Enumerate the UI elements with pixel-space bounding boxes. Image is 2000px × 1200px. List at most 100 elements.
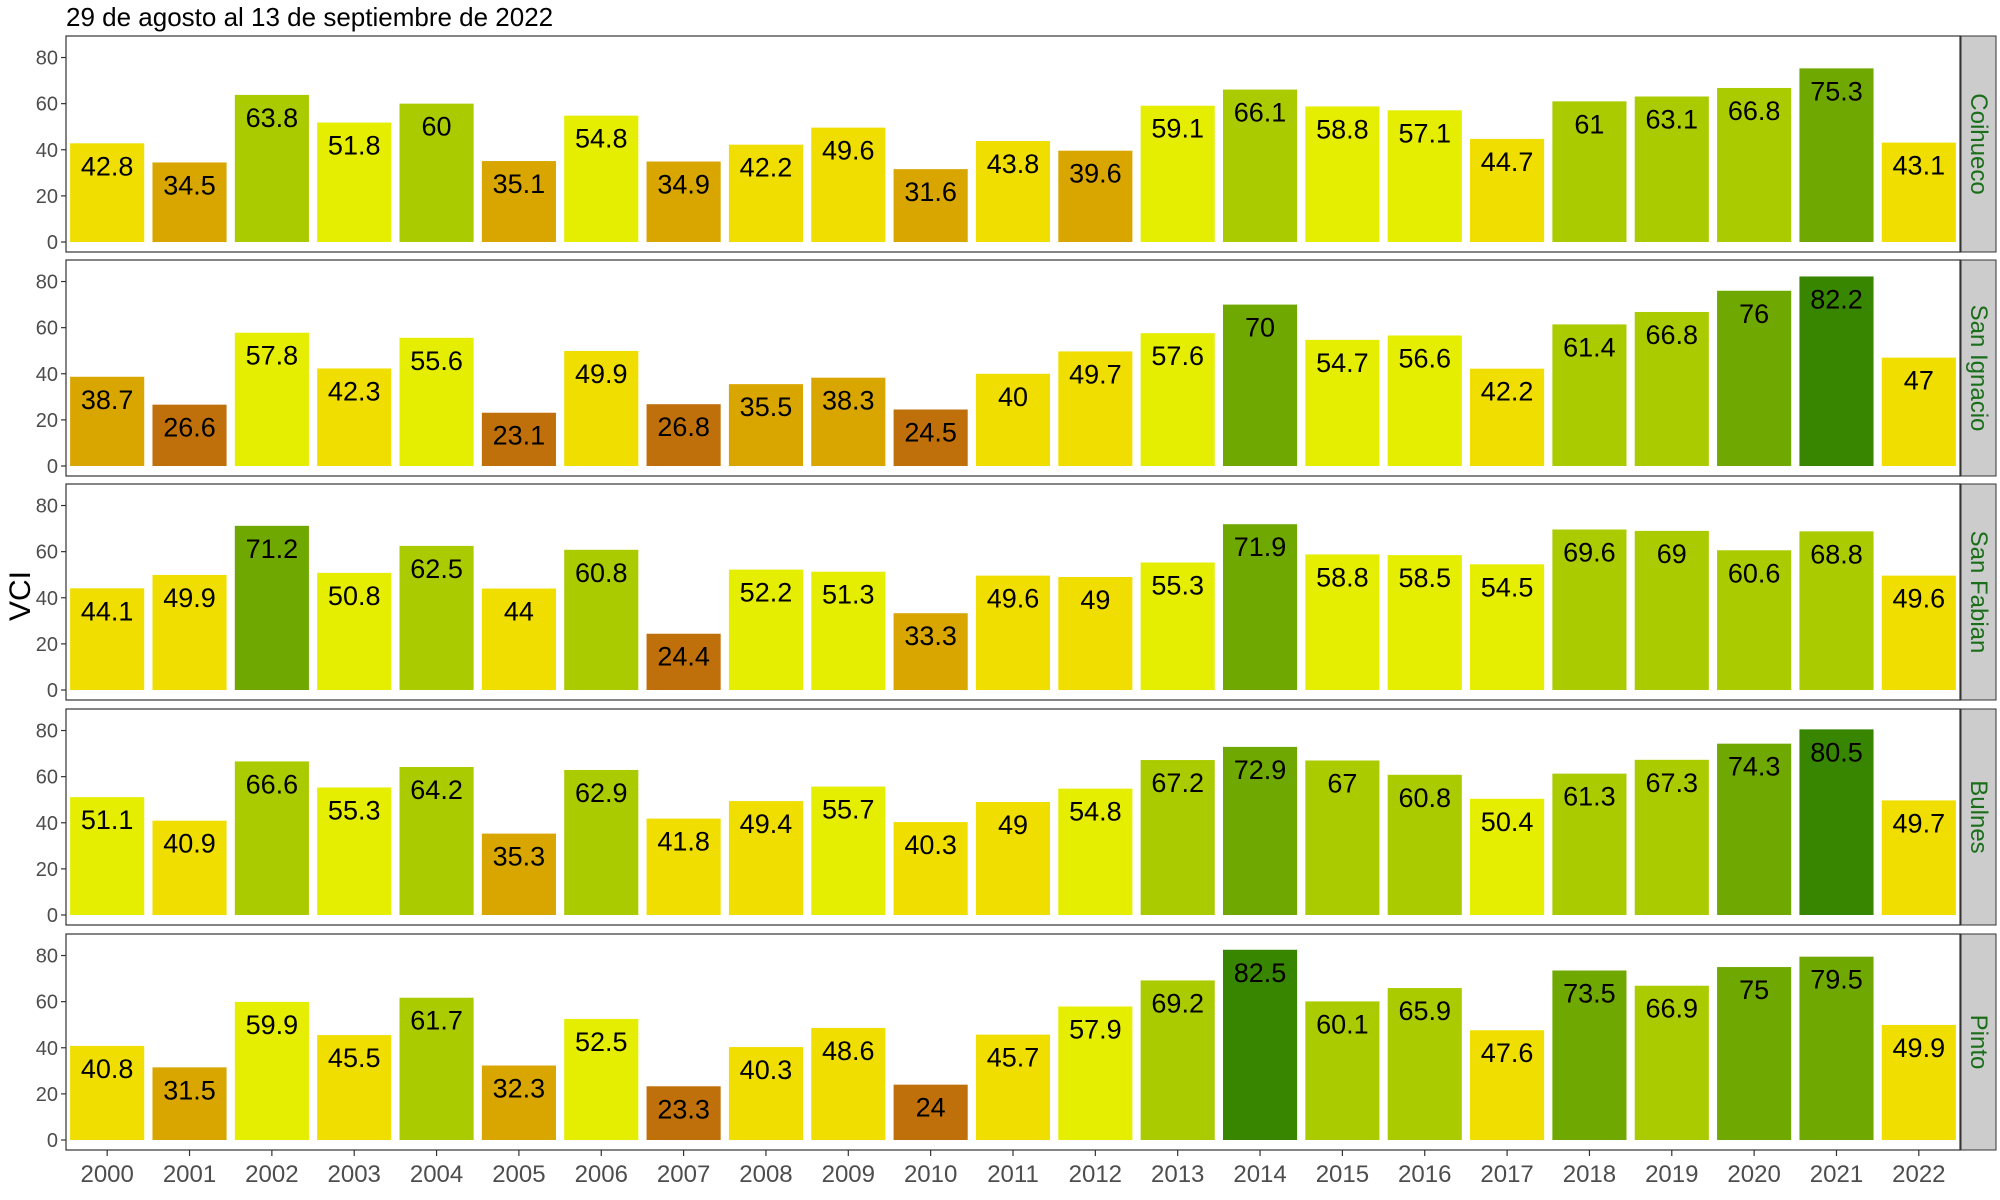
bar-2005 xyxy=(481,412,556,466)
bar-2012 xyxy=(1058,788,1133,915)
bar-label-2001: 34.5 xyxy=(163,170,216,200)
y-tick-label: 80 xyxy=(36,721,58,743)
bar-2020 xyxy=(1717,550,1792,690)
bar-label-2021: 68.8 xyxy=(1810,539,1863,569)
bar-2008 xyxy=(728,384,804,466)
bar-label-2002: 66.6 xyxy=(246,769,299,799)
bar-2009 xyxy=(811,786,886,915)
bar-label-2022: 49.6 xyxy=(1893,584,1946,614)
bar-label-2019: 66.9 xyxy=(1646,994,1699,1024)
bar-label-2003: 50.8 xyxy=(328,581,381,611)
bar-label-2022: 49.7 xyxy=(1893,808,1946,838)
bar-2000 xyxy=(70,1045,145,1140)
x-tick-label-2006: 2006 xyxy=(575,1161,628,1188)
x-tick-label-2005: 2005 xyxy=(492,1161,545,1188)
bar-label-2019: 63.1 xyxy=(1646,104,1699,134)
bar-2018 xyxy=(1552,773,1627,915)
facet-strip xyxy=(1960,933,1997,1151)
bar-2016 xyxy=(1387,988,1462,1140)
bar-label-2009: 49.6 xyxy=(822,136,875,166)
bar-2007 xyxy=(646,404,721,466)
bar-label-2015: 58.8 xyxy=(1316,562,1369,592)
bar-2015 xyxy=(1305,339,1380,466)
chart-title: 29 de agosto al 13 de septiembre de 2022 xyxy=(66,2,553,32)
bar-label-2000: 51.1 xyxy=(81,805,134,835)
x-tick-label-2015: 2015 xyxy=(1316,1161,1369,1188)
bar-2017 xyxy=(1470,1030,1545,1140)
x-tick-label-2012: 2012 xyxy=(1069,1161,1122,1188)
bar-label-2001: 26.6 xyxy=(163,413,216,443)
y-tick-label: 0 xyxy=(47,456,58,478)
bar-2003 xyxy=(317,572,392,690)
bar-2005 xyxy=(481,161,556,242)
bar-2019 xyxy=(1634,311,1709,466)
bar-label-2012: 57.9 xyxy=(1069,1014,1122,1044)
bar-2002 xyxy=(234,1001,309,1140)
bar-2007 xyxy=(646,1086,721,1140)
bar-label-2012: 54.8 xyxy=(1069,797,1122,827)
x-tick-label-2016: 2016 xyxy=(1398,1161,1451,1188)
bar-label-2003: 42.3 xyxy=(328,376,381,406)
x-tick-label-2010: 2010 xyxy=(904,1161,957,1188)
bar-2011 xyxy=(975,141,1051,242)
bar-2017 xyxy=(1470,368,1545,466)
bar-2015 xyxy=(1305,554,1380,690)
bar-2019 xyxy=(1634,759,1709,915)
bar-label-2011: 40 xyxy=(998,382,1028,412)
y-tick-label: 20 xyxy=(36,410,58,432)
bar-label-2001: 40.9 xyxy=(163,829,216,859)
facet-strip-label: San Fabian xyxy=(1965,531,1992,654)
bar-label-2010: 31.6 xyxy=(904,177,957,207)
bar-2019 xyxy=(1634,985,1709,1140)
bar-2005 xyxy=(481,833,556,915)
y-axis-label: VCI xyxy=(4,571,37,621)
bar-label-2014: 82.5 xyxy=(1234,958,1287,988)
y-tick-label: 0 xyxy=(47,905,58,927)
bar-2001 xyxy=(152,404,227,466)
bar-2000 xyxy=(70,143,145,242)
bar-2003 xyxy=(317,787,392,915)
bar-label-2011: 49 xyxy=(998,810,1028,840)
bar-label-2021: 75.3 xyxy=(1810,76,1863,106)
bar-2021 xyxy=(1799,956,1874,1140)
bar-2007 xyxy=(646,818,721,915)
bar-2008 xyxy=(728,144,804,242)
x-tick-label-2009: 2009 xyxy=(822,1161,875,1188)
bar-2006 xyxy=(564,1018,639,1140)
bar-label-2005: 35.3 xyxy=(493,842,546,872)
bar-label-2006: 62.9 xyxy=(575,778,628,808)
bar-2010 xyxy=(893,613,968,690)
bar-2013 xyxy=(1140,980,1215,1140)
bar-2016 xyxy=(1387,774,1462,915)
bar-label-2018: 73.5 xyxy=(1563,979,1616,1009)
bar-2002 xyxy=(234,94,309,242)
x-tick-label-2004: 2004 xyxy=(410,1161,463,1188)
bar-2009 xyxy=(811,377,886,466)
x-tick-label-2011: 2011 xyxy=(987,1161,1039,1188)
bar-2012 xyxy=(1058,577,1133,690)
bar-label-2016: 57.1 xyxy=(1398,118,1451,148)
y-tick-label: 80 xyxy=(36,272,58,294)
panel-bulnes: 0 20 40 60 80 51.1 40.9 66.6 55.3 64.2 35.3 62.9 41.… xyxy=(36,708,1997,927)
bar-2016 xyxy=(1387,555,1462,690)
x-tick-label-2013: 2013 xyxy=(1151,1161,1204,1188)
bar-label-2018: 69.6 xyxy=(1563,538,1616,568)
bar-label-2013: 57.6 xyxy=(1151,341,1204,371)
bar-2001 xyxy=(152,574,227,690)
bar-2022 xyxy=(1881,575,1956,690)
bar-label-2000: 44.1 xyxy=(81,596,134,626)
bar-label-2021: 82.2 xyxy=(1810,284,1863,314)
bar-2006 xyxy=(564,350,639,466)
bar-2015 xyxy=(1305,106,1380,242)
y-tick-label: 60 xyxy=(36,318,58,340)
bar-label-2014: 66.1 xyxy=(1234,98,1287,128)
bar-2020 xyxy=(1717,743,1792,915)
y-tick-label: 20 xyxy=(36,859,58,881)
bar-label-2017: 54.5 xyxy=(1481,572,1534,602)
bar-2008 xyxy=(728,801,804,915)
x-tick-label-2001: 2001 xyxy=(163,1161,216,1188)
bar-label-2020: 66.8 xyxy=(1728,96,1781,126)
panel-border xyxy=(65,483,1961,701)
